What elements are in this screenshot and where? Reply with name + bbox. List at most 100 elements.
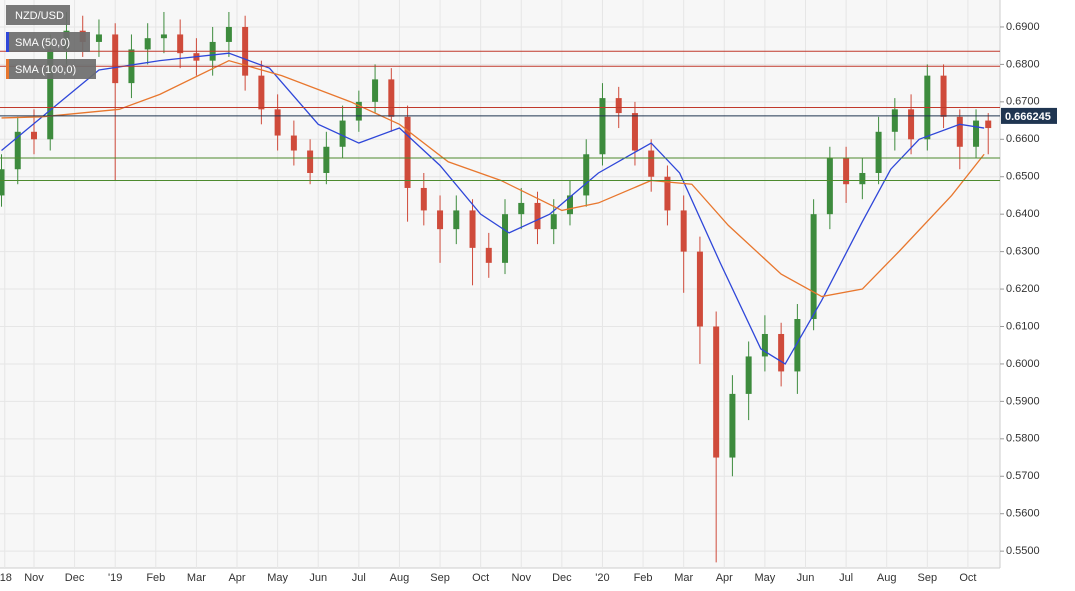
candle-body — [225, 26, 232, 42]
legend-box — [6, 32, 90, 52]
candle-body — [761, 333, 768, 357]
y-tick-label: 0.6600 — [1006, 133, 1040, 145]
candle-body — [680, 210, 687, 252]
candle-body — [985, 120, 992, 129]
candle-body — [794, 319, 801, 372]
candle-body — [583, 154, 590, 196]
candle-body — [14, 131, 21, 170]
candle-body — [664, 176, 671, 211]
candle-body — [323, 146, 330, 173]
x-tick-label: May — [267, 572, 288, 584]
candle-body — [599, 98, 606, 155]
x-tick-label: Feb — [634, 572, 653, 584]
candle-body — [550, 214, 557, 230]
candle-body — [307, 150, 314, 173]
candle-body — [778, 333, 785, 372]
y-tick-label: 0.6400 — [1006, 208, 1040, 220]
candle-body — [956, 116, 963, 147]
candle-body — [388, 79, 395, 117]
candle-body — [631, 113, 638, 151]
candle-body — [648, 150, 655, 177]
plot-area — [0, 0, 1000, 568]
candle-body — [843, 158, 850, 185]
x-tick-label: '18 — [0, 572, 12, 584]
candle-body — [908, 109, 915, 140]
y-tick-label: 0.6200 — [1006, 283, 1040, 295]
x-tick-label: Sep — [430, 572, 450, 584]
candle-body — [518, 202, 525, 215]
candle-body — [534, 202, 541, 230]
candle-body — [160, 34, 167, 39]
y-tick-label: 0.5600 — [1006, 508, 1040, 520]
x-tick-label: '20 — [595, 572, 609, 584]
candle-body — [30, 131, 37, 140]
candle-body — [469, 210, 476, 248]
candle-body — [355, 101, 362, 121]
candle-body — [0, 169, 5, 196]
candle-body — [566, 195, 573, 215]
overlay: 0.666245 NZD/USD SMA (50,0) SMA (100,0) — [0, 5, 1057, 181]
x-tick-label: Sep — [918, 572, 938, 584]
candle-body — [745, 356, 752, 394]
y-tick-label: 0.5500 — [1006, 545, 1040, 557]
y-tick-label: 0.5800 — [1006, 433, 1040, 445]
candle-body — [729, 393, 736, 458]
x-tick-label: Feb — [146, 572, 165, 584]
y-tick-label: 0.6500 — [1006, 171, 1040, 183]
x-tick-label: Jun — [797, 572, 815, 584]
candle-body — [875, 131, 882, 173]
x-tick-label: Nov — [24, 572, 44, 584]
candle-body — [420, 187, 427, 211]
candle-body — [826, 158, 833, 215]
y-tick-label: 0.6900 — [1006, 21, 1040, 33]
candle-body — [339, 120, 346, 147]
candle-body — [47, 49, 54, 140]
x-tick-label: Jul — [352, 572, 366, 584]
candle-body — [859, 172, 866, 185]
y-tick-label: 0.6300 — [1006, 246, 1040, 258]
candle-body — [810, 214, 817, 320]
sma-line — [1, 59, 985, 298]
candle-body — [372, 79, 379, 102]
x-tick-label: Mar — [187, 572, 206, 584]
x-tick-label: Dec — [65, 572, 85, 584]
candle-body — [404, 116, 411, 188]
y-tick-label: 0.5900 — [1006, 395, 1040, 407]
x-tick-label: Aug — [877, 572, 897, 584]
y-tick-label: 0.5700 — [1006, 470, 1040, 482]
last-price-label: 0.666245 — [1005, 111, 1051, 123]
y-tick-label: 0.6700 — [1006, 96, 1040, 108]
x-tick-label: Oct — [959, 572, 976, 584]
candle-body — [437, 210, 444, 230]
x-tick-label: May — [755, 572, 776, 584]
candle-body — [615, 98, 622, 114]
candle-body — [144, 38, 151, 50]
candle-body — [177, 34, 184, 54]
legend-label: SMA (50,0) — [15, 37, 70, 49]
candle-body — [940, 75, 947, 117]
x-tick-label: Apr — [716, 572, 733, 584]
x-tick-label: Nov — [511, 572, 531, 584]
candle-body — [453, 210, 460, 230]
candle-body — [485, 247, 492, 263]
legend-label: SMA (100,0) — [15, 64, 76, 76]
candle-body — [713, 326, 720, 458]
sma-line — [1, 52, 985, 365]
legend-box — [6, 59, 96, 79]
candle-body — [290, 135, 297, 151]
legend-box — [6, 5, 70, 25]
x-tick-label: Aug — [390, 572, 410, 584]
y-tick-label: 0.6000 — [1006, 358, 1040, 370]
candle-body — [502, 214, 509, 263]
x-tick-label: Jul — [839, 572, 853, 584]
legend-swatch — [6, 59, 9, 79]
x-tick-label: Oct — [472, 572, 489, 584]
x-tick-label: Mar — [674, 572, 693, 584]
x-tick-label: Jun — [309, 572, 327, 584]
legend-label: NZD/USD — [15, 10, 64, 22]
candle-body — [891, 109, 898, 132]
x-tick-label: Apr — [228, 572, 245, 584]
y-tick-label: 0.6100 — [1006, 320, 1040, 332]
y-tick-label: 0.6800 — [1006, 58, 1040, 70]
